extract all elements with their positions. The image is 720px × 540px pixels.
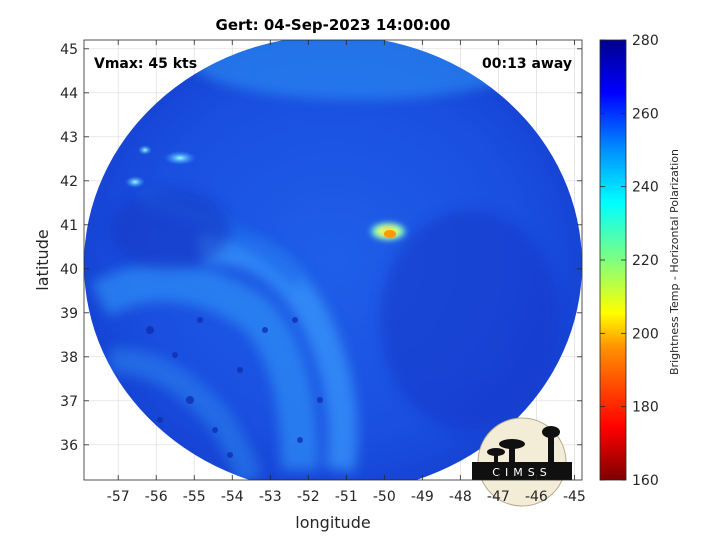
colorbar-tick-label: 200 [632, 326, 659, 342]
x-tick-label: -53 [259, 489, 282, 505]
y-tick-label: 36 [60, 438, 78, 454]
x-tick-label: -56 [145, 489, 168, 505]
colorbar-label: Brightness Temp - Horizontal Polarizatio… [668, 149, 681, 375]
x-tick-label: -46 [525, 489, 548, 505]
chart-title: Gert: 04-Sep-2023 14:00:00 [216, 16, 451, 34]
brightness-temp-swath [84, 40, 582, 480]
colorbar-tick-label: 260 [632, 106, 659, 122]
cimss-logo-text: CIMSS [492, 466, 551, 479]
x-tick-label: -51 [335, 489, 358, 505]
x-tick-label: -57 [107, 489, 130, 505]
axis-ticks: -57 -56 -55 -54 -53 -52 -51 -50 -49 -48 -47 -46 -45 3… [60, 40, 586, 505]
y-tick-label: 44 [60, 86, 78, 102]
y-tick-label: 42 [60, 174, 78, 190]
colorbar-tick-label: 280 [632, 33, 659, 49]
y-tick-label: 43 [60, 130, 78, 146]
x-tick-label: -49 [411, 489, 434, 505]
vmax-annotation: Vmax: 45 kts [94, 56, 197, 72]
y-tick-label: 40 [60, 262, 78, 278]
y-tick-label: 37 [60, 394, 78, 410]
y-tick-label: 41 [60, 218, 78, 234]
x-tick-label: -50 [373, 489, 396, 505]
x-tick-label: -55 [183, 489, 206, 505]
colorbar-tick-label: 240 [632, 180, 659, 196]
x-tick-label: -54 [221, 489, 244, 505]
x-tick-label: -52 [297, 489, 320, 505]
y-axis-label: latitude [33, 229, 52, 290]
colorbar-tick-label: 160 [632, 473, 659, 489]
y-tick-label: 39 [60, 306, 78, 322]
colorbar-ticks: 160 180 200 220 240 260 280 [600, 33, 659, 489]
colorbar-tick-label: 220 [632, 253, 659, 269]
x-tick-label: -45 [563, 489, 586, 505]
time-away-annotation: 00:13 away [482, 56, 572, 72]
x-tick-label: -47 [487, 489, 510, 505]
colorbar-tick-label: 180 [632, 400, 659, 416]
x-tick-label: -48 [449, 489, 472, 505]
cimss-logo: CIMSS [472, 417, 572, 507]
x-axis-label: longitude [295, 513, 370, 532]
y-tick-label: 38 [60, 350, 78, 366]
axes-frame [83, 39, 583, 481]
y-tick-label: 45 [60, 42, 78, 58]
